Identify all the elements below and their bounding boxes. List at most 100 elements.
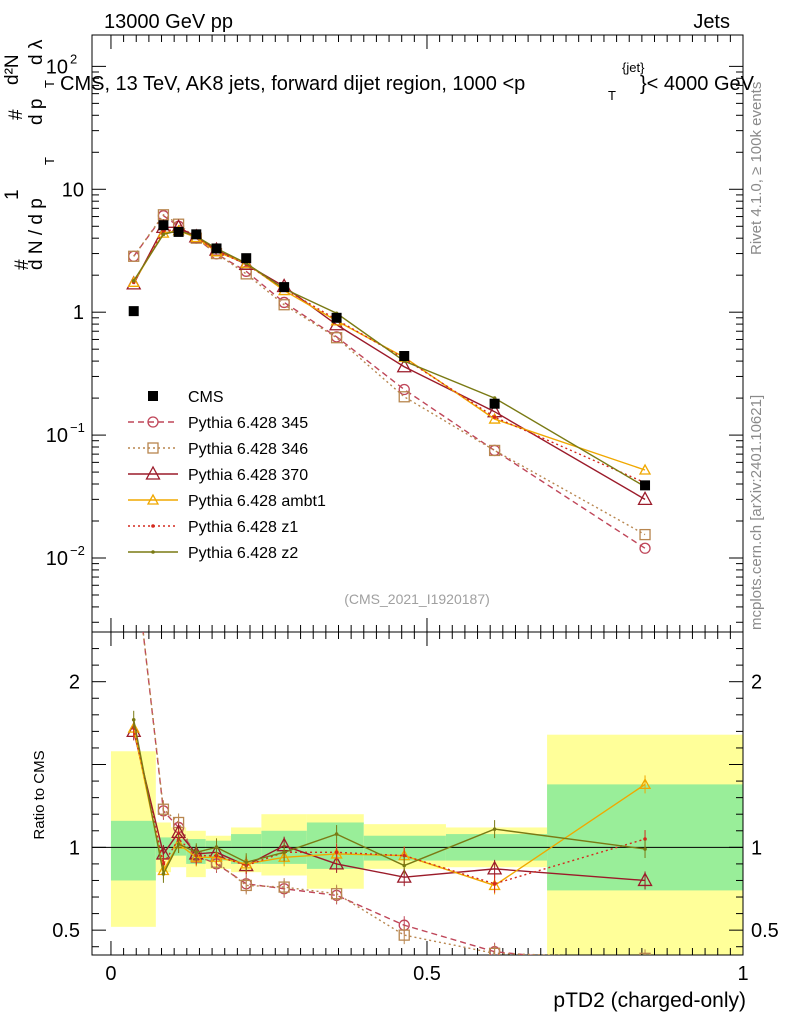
ylabel-dlam: d λ bbox=[26, 39, 47, 65]
y-tick-label-exponent: −2 bbox=[70, 543, 85, 558]
ratio-point bbox=[278, 881, 290, 893]
ratio-y-tick-label-right: 0.5 bbox=[751, 920, 779, 942]
ratio-point bbox=[638, 778, 652, 790]
legend-label: Pythia 6.428 345 bbox=[188, 415, 308, 432]
ylabel-den-sub: T bbox=[42, 157, 57, 165]
ratio-point bbox=[244, 860, 249, 865]
ylabel-den: d N / d p bbox=[26, 198, 47, 270]
ratio-y-tick-label: 0.5 bbox=[52, 920, 80, 942]
y-tick-label: 10 bbox=[46, 548, 68, 570]
ratio-y-tick-label: 1 bbox=[69, 837, 80, 859]
ratio-point bbox=[492, 881, 497, 886]
y-tick-label-exponent: 2 bbox=[70, 51, 77, 66]
y-tick-label: 10 bbox=[46, 56, 68, 78]
ratio-line bbox=[133, 727, 646, 885]
header-jets-label: Jets bbox=[693, 11, 730, 33]
ratio-point bbox=[643, 837, 647, 841]
ratio-point bbox=[161, 862, 166, 866]
legend-entry: Pythia 6.428 346 bbox=[128, 441, 308, 458]
ratio-point bbox=[240, 879, 252, 892]
y-tick-label: 10 bbox=[46, 425, 68, 447]
cms-data-point bbox=[158, 220, 169, 231]
legend-entry: Pythia 6.428 ambt1 bbox=[128, 493, 326, 510]
ratio-y-tick-label: 2 bbox=[69, 672, 80, 694]
legend-label: Pythia 6.428 346 bbox=[188, 441, 308, 458]
ratio-point bbox=[214, 845, 219, 850]
ratio-point bbox=[637, 872, 653, 887]
main-plot-series bbox=[126, 209, 653, 554]
data-point bbox=[127, 275, 140, 287]
data-point bbox=[639, 542, 651, 554]
data-point bbox=[639, 528, 651, 541]
data-point bbox=[131, 279, 136, 283]
series-cms-data bbox=[128, 220, 651, 491]
data-point bbox=[278, 296, 290, 309]
ratio-point bbox=[398, 929, 410, 941]
data-point bbox=[329, 316, 345, 331]
ratio-point bbox=[643, 847, 647, 851]
legend-label: Pythia 6.428 370 bbox=[188, 467, 308, 484]
legend-entry: Pythia 6.428 370 bbox=[128, 465, 308, 484]
title-sub: T bbox=[608, 88, 616, 103]
data-point bbox=[398, 391, 410, 403]
legend-marker bbox=[146, 493, 160, 505]
data-point bbox=[330, 332, 343, 344]
legend-label: Pythia 6.428 z1 bbox=[188, 519, 298, 536]
cms-data-point bbox=[640, 480, 651, 491]
ratio-point bbox=[487, 860, 503, 875]
ratio-y-axis-label: Ratio to CMS bbox=[31, 750, 48, 839]
ratio-series-clip bbox=[126, 632, 653, 972]
series-pythia-6-428-346 bbox=[128, 209, 651, 541]
legend-marker bbox=[148, 391, 158, 401]
legend-marker bbox=[145, 465, 161, 480]
ratio-y-tick-label-right: 2 bbox=[751, 672, 762, 694]
title-end: }< 4000 GeV bbox=[640, 73, 755, 95]
legend-entry: Pythia 6.428 z1 bbox=[128, 519, 298, 536]
legend-entry: Pythia 6.428 345 bbox=[128, 415, 308, 432]
ratio-point bbox=[330, 888, 343, 900]
x-tick-label: 0.5 bbox=[413, 963, 441, 985]
ratio-point bbox=[157, 803, 170, 815]
cms-data-point bbox=[279, 282, 290, 293]
x-axis-label: pTD2 (charged-only) bbox=[553, 989, 746, 1012]
y-tick-label: 1 bbox=[73, 302, 84, 324]
legend: CMS Pythia 6.428 345 Pythia 6.428 346 Pythi… bbox=[128, 389, 326, 562]
data-point bbox=[637, 490, 653, 506]
ylabel-dpt: d p bbox=[26, 99, 47, 125]
ratio-point bbox=[282, 850, 286, 855]
cms-data-point bbox=[489, 398, 500, 409]
x-tick-label: 1 bbox=[737, 963, 748, 985]
ratio-point bbox=[194, 850, 199, 855]
cms-data-point bbox=[128, 306, 139, 317]
data-point bbox=[638, 463, 652, 475]
ratio-point bbox=[396, 868, 412, 883]
data-point bbox=[128, 250, 140, 262]
legend-label: Pythia 6.428 z2 bbox=[188, 545, 298, 562]
legend-marker bbox=[147, 416, 159, 428]
main-y-axis-label: # 1 d N / d p T # d²N d p T d λ bbox=[2, 39, 57, 270]
ratio-point bbox=[131, 717, 136, 722]
ylabel-dpt-sub: T bbox=[42, 80, 57, 88]
legend-marker bbox=[151, 524, 155, 528]
legend-entry: Pythia 6.428 z2 bbox=[128, 545, 298, 562]
legend-marker bbox=[147, 442, 159, 454]
ratio-point bbox=[402, 863, 407, 868]
ratio-point bbox=[488, 947, 501, 955]
cms-data-point bbox=[191, 229, 202, 240]
cms-data-point bbox=[173, 226, 184, 237]
ratio-point bbox=[334, 832, 339, 836]
title-main: CMS, 13 TeV, AK8 jets, forward dijet reg… bbox=[60, 73, 525, 95]
y-tick-label: 10 bbox=[62, 179, 84, 201]
ratio-point bbox=[640, 962, 650, 972]
cms-data-point bbox=[211, 243, 222, 254]
ratio-uncertainty-bands bbox=[110, 734, 743, 955]
data-point bbox=[278, 299, 290, 311]
ratio-line bbox=[142, 632, 536, 955]
mcplots-reference-label: mcplots.cern.ch [arXiv:2401.10621] bbox=[748, 395, 765, 630]
ratio-point bbox=[161, 872, 166, 876]
rivet-version-label: Rivet 4.1.0, ≥ 100k events bbox=[748, 82, 765, 255]
ratio-point bbox=[639, 952, 651, 955]
series-line bbox=[133, 213, 646, 536]
x-tick-label: 0 bbox=[105, 963, 116, 985]
